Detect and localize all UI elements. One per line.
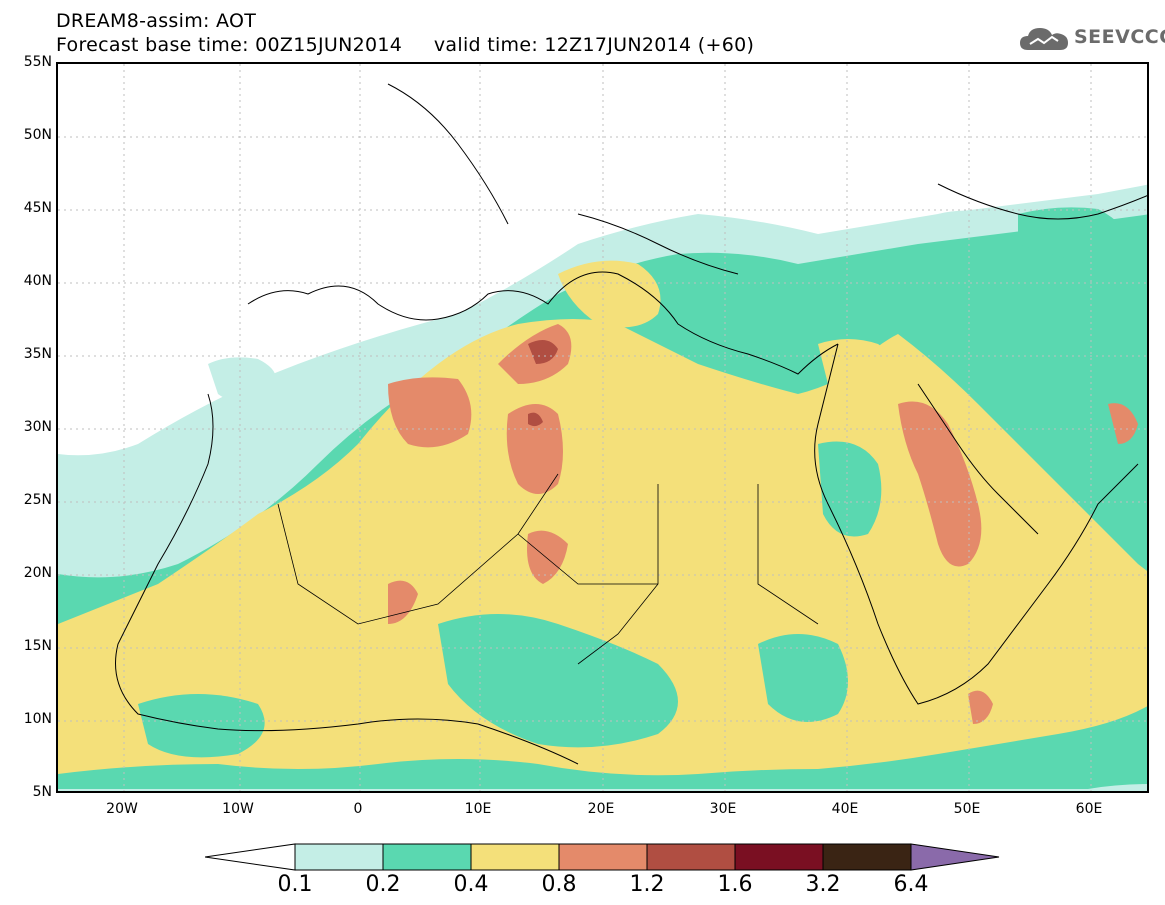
colorbar-swatch-0.2-0.4 [382,843,472,871]
seevccc-logo: SEEVCCC [1018,24,1165,54]
lat-label-45n: 45N [23,200,52,216]
lat-label-5n: 5N [32,784,52,800]
colorbar-label-0.4: 0.4 [453,872,489,897]
lat-label-25n: 25N [23,492,52,508]
colorbar-swatch-0.4-0.8 [470,843,560,871]
lat-label-10n: 10N [23,711,52,727]
title-line-1: DREAM8-assim: AOT [56,10,257,32]
lat-label-55n: 55N [23,54,52,70]
aot-map [56,62,1149,793]
colorbar-low-arrow [205,843,296,871]
lon-label-20w: 20W [106,801,138,817]
lat-label-40n: 40N [23,273,52,289]
colorbar-swatch-0.8-1.2 [558,843,648,871]
lon-label-60e: 60E [1075,801,1103,817]
lat-label-50n: 50N [23,127,52,143]
aot-field [58,64,1147,791]
colorbar-label-0.1: 0.1 [277,872,313,897]
lon-label-10w: 10W [222,801,254,817]
lon-label-10e: 10E [464,801,492,817]
lon-label-20e: 20E [587,801,615,817]
lat-label-30n: 30N [23,419,52,435]
lon-label-0: 0 [353,801,363,817]
lat-label-15n: 15N [23,638,52,654]
colorbar-label-1.2: 1.2 [629,872,665,897]
colorbar-high-arrow [910,843,1000,871]
colorbar-swatch-1.6-3.2 [734,843,824,871]
colorbar-label-0.2: 0.2 [365,872,401,897]
colorbar-label-6.4: 6.4 [893,872,929,897]
colorbar-label-3.2: 3.2 [805,872,841,897]
colorbar-swatch-1.2-1.6 [646,843,736,871]
lon-label-50e: 50E [953,801,981,817]
logo-text: SEEVCCC [1074,26,1165,48]
colorbar-swatch-3.2-6.4 [822,843,912,871]
lon-label-40e: 40E [831,801,859,817]
colorbar-label-0.8: 0.8 [541,872,577,897]
lon-label-30e: 30E [709,801,737,817]
colorbar [205,843,1000,871]
lat-label-35n: 35N [23,346,52,362]
lat-label-20n: 20N [23,565,52,581]
title-line-2: Forecast base time: 00Z15JUN2014 valid t… [56,34,755,56]
colorbar-label-1.6: 1.6 [717,872,753,897]
cloud-icon [1020,28,1068,50]
colorbar-swatch-0.1-0.2 [294,843,384,871]
